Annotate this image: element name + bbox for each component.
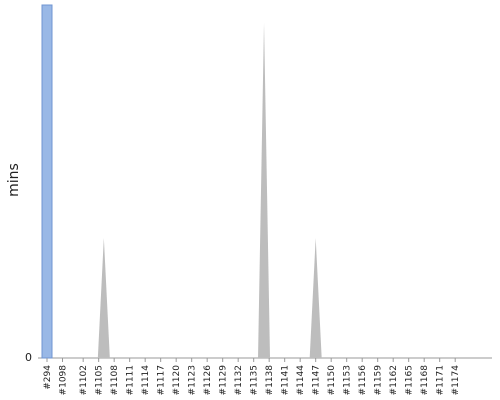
x-axis-ticks: #294 #1098 #1102 #1105 #1108 #1111 #1114 #1117 #… [43, 358, 461, 395]
x-tick-label: #1135 [250, 365, 260, 395]
x-tick-label: #1153 [343, 365, 353, 395]
x-tick-label: #1174 [451, 365, 461, 396]
x-tick-label: #1120 [172, 365, 182, 396]
x-tick-label: #1111 [126, 365, 136, 395]
x-tick-label: #1165 [405, 365, 415, 395]
x-tick-label: #1150 [327, 365, 337, 396]
x-tick-label: #1129 [219, 365, 229, 396]
x-tick-label: #1123 [188, 365, 198, 395]
x-tick-label: #1147 [312, 365, 322, 395]
x-tick-label: #1105 [95, 365, 105, 395]
x-tick-label: #294 [43, 365, 53, 390]
area-peak-1106 [97, 237, 110, 358]
x-tick-label: #1138 [265, 365, 275, 396]
x-tick-label: #1098 [59, 365, 69, 396]
x-tick-label: #1159 [374, 365, 384, 396]
area-peak-1137 [258, 22, 271, 359]
x-tick-label: #1171 [436, 365, 446, 395]
bar-294 [41, 4, 53, 359]
area-peak-1147 [309, 237, 322, 358]
x-tick-label: #1162 [389, 365, 399, 395]
x-tick-label: #1141 [281, 365, 291, 395]
x-tick-label: #1144 [296, 365, 306, 396]
x-tick-label: #1117 [157, 365, 167, 395]
x-tick-label: #1114 [141, 365, 151, 396]
x-tick-label: #1126 [203, 365, 213, 396]
x-tick-label: #1156 [358, 365, 368, 396]
y-axis-label: mins [6, 163, 22, 197]
x-tick-label: #1132 [234, 365, 244, 395]
x-tick-label: #1108 [110, 365, 120, 396]
x-tick-label: #1102 [79, 365, 89, 395]
y-tick-label-0: 0 [25, 351, 32, 364]
chart-marks [41, 4, 322, 359]
x-tick-label: #1168 [420, 365, 430, 396]
